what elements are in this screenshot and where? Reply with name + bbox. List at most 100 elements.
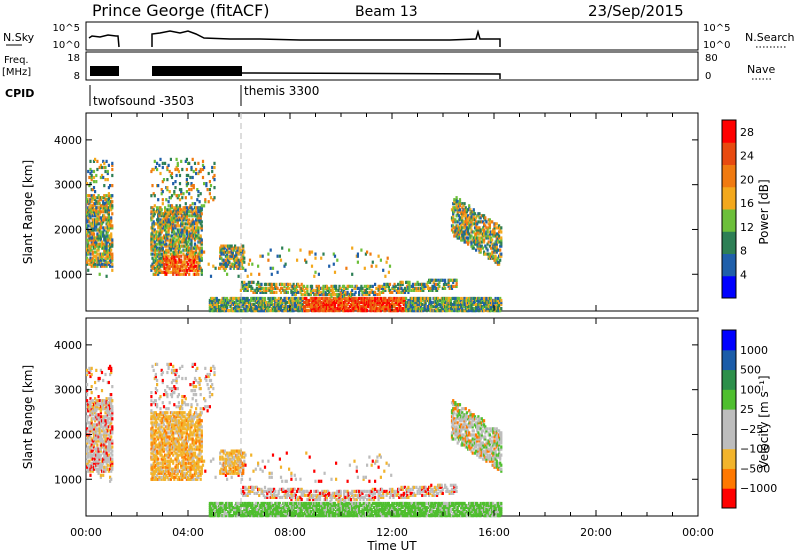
velocity-echo-cell [86, 399, 89, 403]
velocity-echo-cell [158, 423, 161, 427]
power-echo-cell [89, 212, 92, 216]
power-echo-cell [226, 272, 229, 276]
power-echo-cell [200, 268, 203, 272]
power-echo-cell [94, 254, 97, 258]
velocity-echo-cell [159, 443, 162, 447]
power-echo-cell [98, 228, 101, 232]
velocity-echo-cell [170, 473, 174, 477]
power-echo-cell [258, 272, 261, 276]
power-echo-cell [330, 302, 333, 307]
power-echo-cell [89, 236, 92, 240]
power-echo-cell [257, 264, 260, 268]
power-echo-cell [439, 305, 442, 309]
velocity-echo-cell [166, 475, 169, 479]
power-echo-cell [332, 302, 335, 307]
power-echo-cell [290, 288, 293, 292]
power-echo-cell [345, 305, 348, 309]
power-echo-cell [153, 248, 156, 252]
power-echo-cell [424, 284, 427, 288]
power-echo-cell [174, 258, 177, 262]
power-echo-cell [310, 288, 314, 292]
power-echo-cell [285, 296, 288, 301]
power-echo-cell [183, 264, 186, 268]
velocity-echo-cell [156, 449, 159, 453]
power-echo-cell [176, 220, 179, 224]
power-echo-cell [238, 262, 241, 266]
power-echo-cell [462, 236, 465, 240]
power-echo-cell [446, 302, 449, 307]
power-echo-cell [234, 305, 237, 309]
velocity-echo-cell [100, 445, 104, 449]
power-echo-cell [111, 204, 114, 208]
power-echo-cell [316, 307, 319, 311]
power-echo-cell [307, 300, 310, 305]
power-echo-cell [283, 284, 286, 288]
power-echo-cell [393, 298, 396, 303]
power-echo-cell [173, 192, 176, 196]
power-echo-cell [168, 258, 171, 262]
power-echo-cell [195, 220, 198, 224]
power-echo-cell [362, 300, 365, 305]
velocity-echo-cell [157, 469, 160, 473]
velocity-echo-cell [151, 457, 154, 461]
power-echo-cell [410, 300, 413, 305]
velocity-echo-cell [88, 439, 91, 443]
power-echo-cell [201, 159, 205, 163]
power-echo-cell [221, 302, 224, 307]
power-echo-cell [166, 248, 169, 252]
power-echo-cell [190, 242, 193, 246]
power-echo-cell [96, 206, 99, 210]
power-echo-cell [104, 210, 107, 214]
power-echo-cell [458, 200, 462, 204]
power-echo-cell [110, 234, 113, 238]
velocity-echo-cell [100, 399, 104, 403]
power-echo-cell [299, 307, 302, 311]
velocity-echo-cell [99, 457, 102, 461]
power-echo-cell [213, 173, 216, 178]
velocity-echo-cell [153, 441, 156, 445]
power-echo-cell [111, 167, 114, 172]
power-echo-cell [374, 298, 377, 303]
power-echo-cell [178, 250, 182, 254]
power-echo-cell [95, 256, 98, 260]
power-echo-cell [192, 258, 195, 262]
velocity-echo-cell [151, 421, 154, 425]
power-echo-cell [183, 254, 186, 258]
power-echo-cell [151, 206, 154, 210]
power-echo-cell [258, 296, 261, 301]
velocity-echo-cell [95, 415, 98, 419]
velocity-echo-cell [161, 413, 164, 417]
velocity-echo-cell [87, 407, 90, 411]
power-echo-cell [298, 309, 301, 313]
velocity-echo-cell [154, 459, 157, 463]
power-echo-cell [199, 234, 202, 238]
power-echo-cell [91, 220, 94, 224]
power-echo-cell [165, 198, 168, 202]
power-echo-cell [449, 278, 452, 282]
power-echo-cell [371, 302, 374, 307]
power-echo-cell [493, 232, 496, 236]
power-echo-cell [359, 305, 362, 309]
velocity-echo-cell [104, 449, 107, 453]
power-echo-cell [98, 198, 101, 202]
power-echo-cell [493, 226, 496, 230]
velocity-echo-cell [156, 415, 159, 419]
power-echo-cell [192, 266, 195, 270]
power-echo-cell [328, 298, 331, 303]
power-echo-cell [178, 212, 182, 216]
power-echo-cell [187, 182, 190, 186]
power-echo-cell [89, 246, 92, 250]
velocity-echo-cell [96, 451, 99, 455]
velocity-echo-cell [153, 475, 156, 479]
power-echo-cell [284, 298, 287, 303]
velocity-echo-cell [151, 449, 154, 453]
power-echo-cell [97, 238, 100, 242]
velocity-echo-cell [167, 471, 170, 475]
velocity-echo-cell [107, 429, 110, 433]
power-echo-cell [442, 302, 446, 307]
power-echo-cell [267, 258, 270, 262]
power-echo-cell [110, 218, 113, 222]
power-echo-cell [463, 298, 466, 303]
power-echo-cell [176, 234, 179, 238]
power-echo-cell [292, 300, 295, 305]
